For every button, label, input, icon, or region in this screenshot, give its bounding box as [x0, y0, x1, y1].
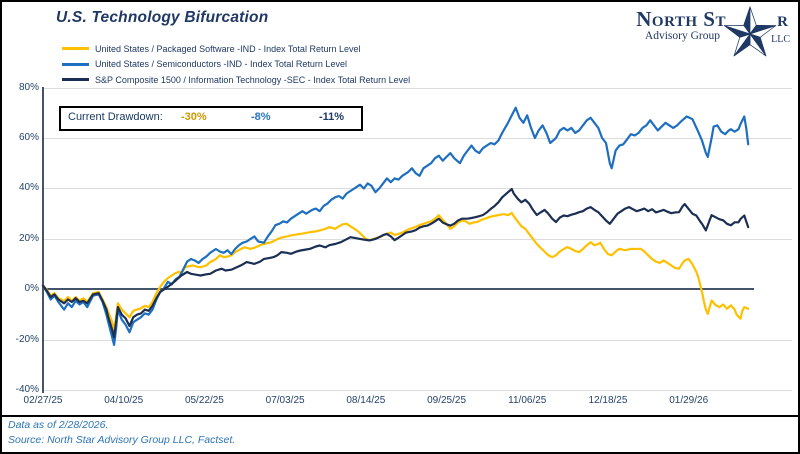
drawdown-value-packaged-software: -30%: [181, 111, 207, 123]
star-icon: [723, 6, 777, 57]
logo-name-right: r: [777, 7, 788, 31]
gridline: [43, 238, 792, 240]
y-tick-label: -20%: [15, 333, 39, 345]
x-tick-label: 04/10/25: [104, 395, 144, 406]
gridline: [43, 87, 792, 89]
y-tick-label: 0%: [24, 283, 39, 295]
drawdown-value-sp1500-it: -11%: [319, 111, 345, 123]
gridline: [43, 188, 792, 190]
gridline: [43, 137, 792, 139]
legend-swatch-blue: [62, 62, 89, 66]
footer-divider: [2, 415, 798, 417]
x-tick-label: 11/06/25: [508, 395, 547, 406]
chart-legend: United States / Packaged Software -IND -…: [62, 41, 410, 88]
legend-item-packaged-software: United States / Packaged Software -IND -…: [62, 41, 410, 57]
y-axis-line: [42, 87, 44, 393]
series-line-1: [41, 106, 750, 346]
series-line-0: [41, 211, 750, 331]
legend-label: United States / Packaged Software -IND -…: [95, 43, 361, 54]
zero-axis-line: [43, 288, 754, 291]
drawdown-value-semiconductors: -8%: [251, 111, 271, 123]
current-drawdown-box: Current Drawdown: -30% -8% -11%: [59, 106, 363, 131]
logo-subtitle: Advisory Group: [644, 30, 720, 42]
legend-item-sp1500-it: S&P Composite 1500 / Information Technol…: [62, 72, 410, 88]
drawdown-label: Current Drawdown:: [68, 111, 163, 123]
legend-item-semiconductors: United States / Semiconductors -IND - In…: [62, 57, 410, 73]
x-tick-label: 05/22/25: [184, 395, 224, 406]
x-tick-label: 01/29/26: [669, 395, 709, 406]
y-tick-label: 60%: [18, 131, 39, 143]
series-line-2: [41, 187, 750, 339]
page-title: U.S. Technology Bifurcation: [56, 9, 269, 26]
y-tick-label: 40%: [18, 182, 39, 194]
y-tick-label: 80%: [18, 81, 39, 93]
gridline: [43, 339, 792, 341]
legend-label: S&P Composite 1500 / Information Technol…: [95, 74, 411, 85]
gridline: [43, 390, 792, 392]
logo-suffix: LLC: [771, 34, 790, 45]
legend-swatch-yellow: [62, 47, 89, 51]
x-tick-label: 09/25/25: [427, 395, 467, 406]
north-star-logo: North St r Advisory Group LLC: [610, 4, 790, 80]
x-tick-label: 08/14/25: [346, 395, 386, 406]
logo-name-left: North St: [636, 7, 726, 31]
legend-swatch-navy: [62, 78, 89, 82]
legend-label: United States / Semiconductors -IND - In…: [95, 59, 347, 70]
x-tick-label: 12/18/25: [588, 395, 628, 406]
data-as-of-text: Data as of 2/28/2026.: [8, 419, 109, 431]
x-tick-label: 02/27/25: [23, 395, 63, 406]
source-footer: Data as of 2/28/2026. Source: North Star…: [8, 419, 235, 449]
y-tick-label: 20%: [18, 232, 39, 244]
source-text: Source: North Star Advisory Group LLC, F…: [8, 434, 236, 446]
y-tick-label: -40%: [15, 384, 39, 396]
x-tick-label: 07/03/25: [265, 395, 305, 406]
